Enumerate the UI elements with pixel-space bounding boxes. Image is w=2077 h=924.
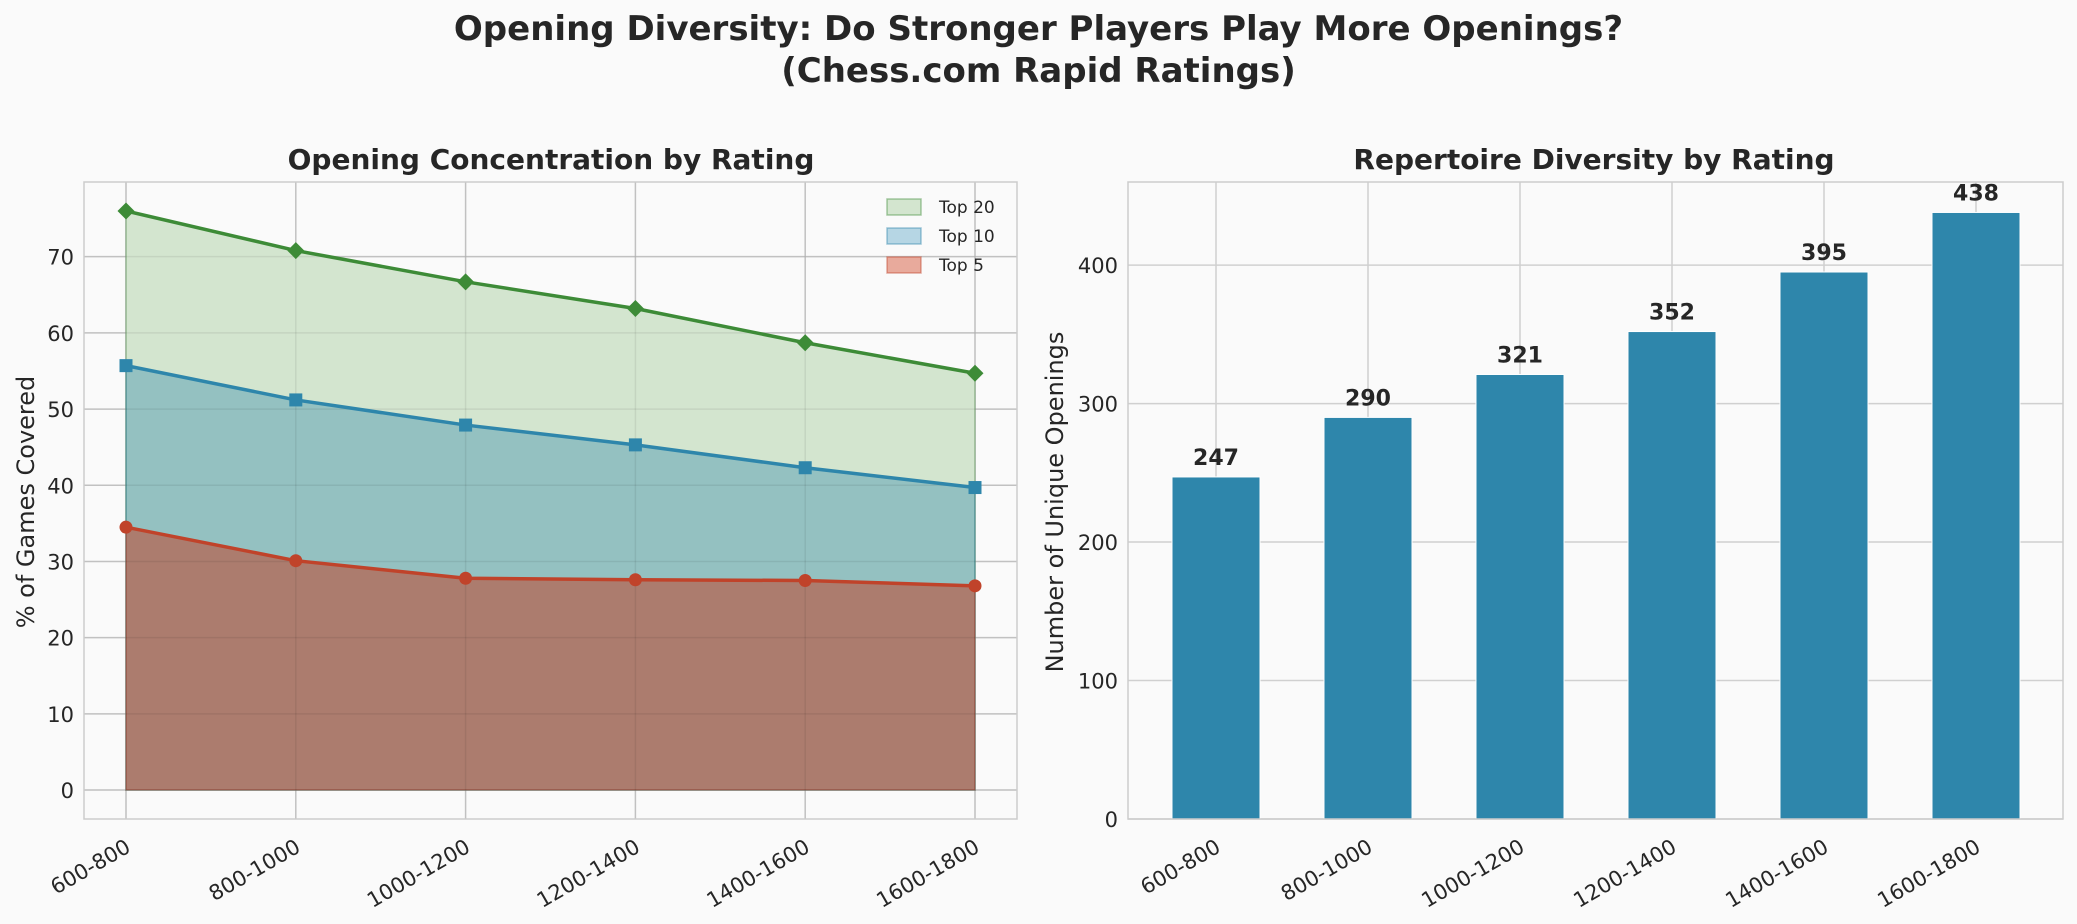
y-tick-label: 0: [61, 779, 74, 803]
y-tick-label: 50: [47, 398, 74, 422]
x-tick-label: 800-1000: [205, 835, 305, 906]
data-point-top-20: [457, 273, 475, 291]
series-line-top-5: [125, 525, 976, 588]
data-point-top-10: [968, 481, 982, 495]
data-point-top-20: [796, 334, 814, 352]
bar: [1779, 271, 1869, 820]
x-tick-label: 1000-1200: [363, 835, 474, 913]
data-point-top-5: [968, 579, 982, 593]
plot-background: [1128, 182, 2063, 819]
legend-swatch-top-20: [886, 198, 922, 216]
y-tick-label: 30: [47, 550, 74, 574]
diversity-chart: Repertoire Diversity by Rating Number of…: [1041, 143, 2064, 913]
bar: [1171, 476, 1261, 820]
data-point-top-5: [798, 574, 812, 588]
bar-data-label: 438: [1953, 181, 1999, 206]
series-line-top-20: [125, 209, 976, 375]
bar-data-label: 290: [1345, 386, 1391, 411]
x-tick-label: 1400-1600: [703, 835, 814, 913]
x-tick-label: 800-1000: [1277, 835, 1377, 906]
diversity-chart-title: Repertoire Diversity by Rating: [1353, 143, 1834, 176]
data-point-top-20: [966, 364, 984, 382]
concentration-y-axis-label: % of Games Covered: [12, 376, 40, 629]
legend: Top 20 Top 10 Top 5: [886, 198, 995, 276]
bar-data-label: 352: [1649, 301, 1695, 326]
bar: [1475, 373, 1565, 820]
data-point-top-5: [628, 573, 642, 587]
legend-label-top-5: Top 5: [938, 256, 984, 276]
bar: [1627, 331, 1717, 820]
concentration-plot-area: 0 10 20 30 40 50 60 70 600-800 800-1000 1000-1200 1…: [47, 181, 1018, 913]
legend-swatch-top-5: [886, 256, 922, 274]
y-tick-label: 400: [1078, 254, 1118, 278]
figure-title-line2: (Chess.com Rapid Ratings): [781, 51, 1296, 91]
y-tick-label: 60: [47, 322, 74, 346]
x-tick-label: 1600-1800: [872, 835, 983, 913]
y-tick-label: 0: [1105, 808, 1118, 832]
y-tick-label: 100: [1078, 670, 1118, 694]
bar-data-label: 395: [1801, 241, 1847, 266]
data-point-top-10: [459, 418, 473, 432]
y-tick-label: 200: [1078, 531, 1118, 555]
bar-data-label: 247: [1193, 446, 1239, 471]
x-tick-label: 1200-1400: [533, 835, 644, 913]
legend-label-top-10: Top 10: [938, 227, 995, 247]
y-tick-label: 70: [47, 246, 74, 270]
y-tick-label: 10: [47, 703, 74, 727]
diversity-plot-area: 247 290 321 352 395 438 0 100 200 300 400 600-800 80…: [1078, 181, 2064, 913]
data-point-top-20: [626, 299, 644, 317]
x-tick-label: 1000-1200: [1417, 835, 1528, 913]
x-tick-label: 600-800: [1137, 835, 1225, 900]
bar-data-label: 321: [1497, 343, 1543, 368]
concentration-chart-title: Opening Concentration by Rating: [288, 143, 815, 176]
data-point-top-10: [119, 359, 133, 373]
concentration-chart: Opening Concentration by Rating % of Gam…: [12, 143, 1018, 913]
legend-swatch-top-10: [886, 227, 922, 245]
data-point-top-10: [798, 461, 812, 475]
data-point-top-5: [119, 520, 133, 534]
y-tick-label: 300: [1078, 393, 1118, 417]
plot-frame: [83, 181, 1018, 820]
y-tick-label: 40: [47, 474, 74, 498]
bar: [1323, 416, 1413, 820]
data-point-top-20: [117, 202, 135, 220]
data-point-top-5: [289, 554, 303, 568]
series-line-top-10: [125, 363, 976, 490]
data-point-top-20: [287, 242, 305, 260]
plot-frame: [1127, 181, 2064, 820]
x-tick-label: 600-800: [47, 835, 135, 900]
data-point-top-5: [459, 571, 473, 585]
x-tick-label: 1200-1400: [1569, 835, 1680, 913]
x-tick-label: 1600-1800: [1873, 835, 1984, 913]
legend-label-top-20: Top 20: [938, 198, 995, 218]
data-point-top-10: [289, 393, 303, 407]
figure-title-line1: Opening Diversity: Do Stronger Players P…: [453, 9, 1624, 49]
bar: [1931, 211, 2021, 820]
figure-title: Opening Diversity: Do Stronger Players P…: [0, 8, 2077, 92]
data-point-top-10: [628, 438, 642, 452]
x-tick-label: 1400-1600: [1721, 835, 1832, 913]
y-tick-label: 20: [47, 627, 74, 651]
diversity-y-axis-label: Number of Unique Openings: [1041, 332, 1069, 673]
